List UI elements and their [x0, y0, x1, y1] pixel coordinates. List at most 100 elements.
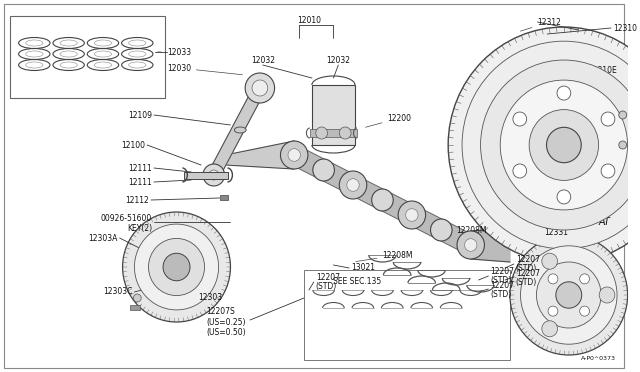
Circle shape: [513, 112, 527, 126]
Circle shape: [462, 41, 640, 249]
Circle shape: [280, 141, 308, 169]
Polygon shape: [437, 221, 475, 254]
Text: 12207: 12207: [516, 269, 540, 278]
Text: 12208M: 12208M: [356, 250, 413, 262]
Circle shape: [520, 246, 617, 344]
Text: (US=0.25): (US=0.25): [206, 317, 245, 327]
Circle shape: [448, 27, 640, 263]
Circle shape: [536, 262, 601, 328]
Circle shape: [599, 287, 615, 303]
Bar: [220, 195, 227, 200]
Circle shape: [465, 239, 477, 251]
Circle shape: [548, 306, 558, 316]
Circle shape: [288, 149, 300, 161]
Circle shape: [557, 86, 571, 100]
Text: 13021: 13021: [351, 263, 375, 273]
Text: (STD): (STD): [490, 276, 511, 285]
Circle shape: [601, 164, 615, 178]
Circle shape: [123, 212, 230, 322]
Circle shape: [548, 274, 558, 284]
Text: (STD): (STD): [516, 264, 537, 273]
Circle shape: [163, 253, 190, 281]
Text: 12207: 12207: [316, 273, 340, 282]
Circle shape: [619, 111, 627, 119]
Text: 12200: 12200: [365, 113, 412, 127]
Bar: [312, 85, 355, 145]
Circle shape: [316, 127, 328, 139]
Text: 12207: 12207: [490, 280, 515, 289]
Text: 12207S: 12207S: [206, 308, 235, 317]
Text: 12109: 12109: [128, 110, 152, 119]
Text: 12310A: 12310A: [588, 103, 618, 112]
Circle shape: [372, 189, 393, 211]
Circle shape: [580, 306, 589, 316]
Circle shape: [510, 235, 628, 355]
Text: 12100: 12100: [121, 141, 145, 150]
Text: 12310: 12310: [613, 23, 637, 32]
Text: 12112: 12112: [125, 196, 149, 205]
Text: 12331: 12331: [544, 228, 568, 237]
Circle shape: [431, 219, 452, 241]
Circle shape: [601, 112, 615, 126]
Circle shape: [500, 80, 628, 210]
Text: A-P0^0373: A-P0^0373: [581, 356, 616, 360]
Circle shape: [133, 294, 141, 302]
Circle shape: [245, 73, 275, 103]
Text: 12303: 12303: [198, 294, 222, 302]
Circle shape: [580, 274, 589, 284]
Circle shape: [148, 238, 205, 296]
Circle shape: [339, 127, 351, 139]
Circle shape: [557, 190, 571, 204]
Circle shape: [339, 171, 367, 199]
Text: 12111: 12111: [128, 177, 152, 186]
Polygon shape: [319, 161, 357, 194]
Text: 12303A: 12303A: [88, 234, 118, 243]
Bar: [310, 129, 357, 137]
Text: (US=0.50): (US=0.50): [206, 327, 246, 337]
Circle shape: [347, 179, 359, 191]
Bar: [304, 270, 510, 360]
Circle shape: [529, 110, 598, 180]
Text: 12310E: 12310E: [588, 65, 617, 74]
Text: 12303C: 12303C: [103, 288, 132, 296]
Circle shape: [203, 164, 225, 186]
Circle shape: [481, 60, 640, 230]
Text: 12207: 12207: [490, 267, 515, 276]
Circle shape: [547, 127, 581, 163]
Circle shape: [209, 170, 219, 180]
Circle shape: [556, 282, 582, 308]
Circle shape: [513, 164, 527, 178]
Text: SEE SEC.135: SEE SEC.135: [333, 278, 381, 286]
Circle shape: [619, 141, 627, 149]
Text: 12312: 12312: [520, 17, 561, 31]
Text: 00926-51600: 00926-51600: [100, 214, 152, 222]
Text: 12111: 12111: [128, 164, 152, 173]
Polygon shape: [378, 191, 416, 224]
Polygon shape: [408, 206, 445, 239]
Ellipse shape: [234, 127, 246, 133]
Text: 12207: 12207: [516, 256, 540, 264]
Circle shape: [457, 231, 484, 259]
Text: AT: AT: [598, 217, 610, 227]
Text: (STD): (STD): [316, 282, 337, 292]
Text: KEY(2): KEY(2): [127, 224, 152, 232]
Bar: [10, 16, 164, 98]
Text: 12010: 12010: [297, 16, 321, 25]
Text: 12030: 12030: [166, 64, 243, 75]
Polygon shape: [290, 146, 328, 179]
Circle shape: [134, 224, 219, 310]
Bar: [131, 305, 140, 310]
Circle shape: [542, 321, 557, 337]
Circle shape: [252, 80, 268, 96]
Polygon shape: [207, 88, 267, 175]
Text: 12032: 12032: [251, 55, 275, 64]
Circle shape: [406, 209, 418, 221]
Text: (STD): (STD): [490, 289, 511, 298]
Polygon shape: [470, 228, 510, 262]
Text: (STD): (STD): [516, 278, 537, 286]
Circle shape: [313, 159, 335, 181]
Text: 12208M: 12208M: [434, 225, 486, 237]
Polygon shape: [225, 141, 294, 169]
Text: 12033: 12033: [157, 48, 191, 57]
Polygon shape: [349, 176, 387, 209]
